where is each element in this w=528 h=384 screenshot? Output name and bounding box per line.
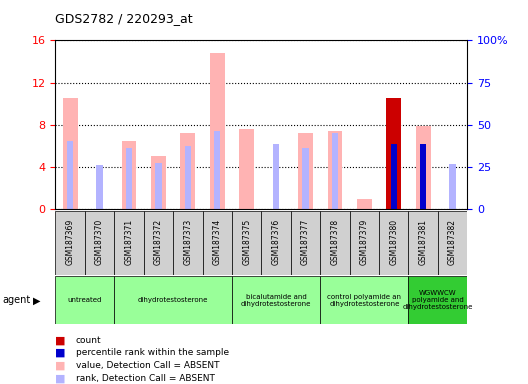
Bar: [55, 211, 85, 275]
Text: percentile rank within the sample: percentile rank within the sample: [76, 348, 229, 358]
Bar: [232, 276, 320, 324]
Bar: [114, 276, 232, 324]
Bar: [291, 211, 320, 275]
Bar: [327, 131, 342, 209]
Bar: [55, 276, 114, 324]
Bar: [320, 276, 409, 324]
Text: dihydrotestosterone: dihydrotestosterone: [138, 298, 209, 303]
Text: agent: agent: [3, 295, 31, 306]
Text: rank, Detection Call = ABSENT: rank, Detection Call = ABSENT: [76, 374, 214, 383]
Bar: [357, 199, 372, 209]
Bar: [273, 144, 279, 209]
Text: GSM187369: GSM187369: [65, 219, 74, 265]
Bar: [302, 148, 309, 209]
Bar: [409, 211, 438, 275]
Bar: [350, 211, 379, 275]
Bar: [173, 211, 203, 275]
Text: GSM187375: GSM187375: [242, 219, 251, 265]
Bar: [85, 211, 114, 275]
Text: GSM187372: GSM187372: [154, 219, 163, 265]
Bar: [203, 211, 232, 275]
Bar: [449, 164, 456, 209]
Text: GSM187381: GSM187381: [419, 219, 428, 265]
Text: untreated: untreated: [68, 298, 102, 303]
Text: GSM187379: GSM187379: [360, 219, 369, 265]
Text: GSM187378: GSM187378: [331, 219, 340, 265]
Text: GSM187377: GSM187377: [301, 219, 310, 265]
Text: GSM187376: GSM187376: [271, 219, 280, 265]
Bar: [232, 211, 261, 275]
Bar: [214, 131, 221, 209]
Text: bicalutamide and
dihydrotestosterone: bicalutamide and dihydrotestosterone: [241, 294, 312, 307]
Text: count: count: [76, 336, 101, 345]
Bar: [181, 133, 195, 209]
Text: WGWWCW
polyamide and
dihydrotestosterone: WGWWCW polyamide and dihydrotestosterone: [403, 290, 473, 311]
Bar: [96, 165, 103, 209]
Bar: [144, 211, 173, 275]
Bar: [114, 211, 144, 275]
Bar: [320, 211, 350, 275]
Text: GDS2782 / 220293_at: GDS2782 / 220293_at: [55, 12, 193, 25]
Text: ▶: ▶: [33, 295, 40, 306]
Text: value, Detection Call = ABSENT: value, Detection Call = ABSENT: [76, 361, 219, 370]
Text: GSM187371: GSM187371: [125, 219, 134, 265]
Bar: [261, 211, 291, 275]
Text: GSM187380: GSM187380: [389, 219, 398, 265]
Bar: [332, 133, 338, 209]
Bar: [391, 144, 397, 209]
Text: GSM187373: GSM187373: [183, 219, 192, 265]
Text: ■: ■: [55, 335, 66, 345]
Bar: [298, 133, 313, 209]
Bar: [126, 148, 132, 209]
Bar: [420, 144, 427, 209]
Bar: [379, 211, 409, 275]
Bar: [420, 146, 427, 209]
Text: control polyamide an
dihydrotestosterone: control polyamide an dihydrotestosterone: [327, 294, 401, 307]
Text: GSM187370: GSM187370: [95, 219, 104, 265]
Bar: [155, 163, 162, 209]
Bar: [151, 157, 166, 209]
Bar: [121, 141, 136, 209]
Text: ■: ■: [55, 373, 66, 383]
Text: GSM187374: GSM187374: [213, 219, 222, 265]
Bar: [239, 129, 254, 209]
Bar: [63, 98, 78, 209]
Bar: [67, 141, 73, 209]
Text: GSM187382: GSM187382: [448, 219, 457, 265]
Text: ■: ■: [55, 361, 66, 371]
Bar: [438, 211, 467, 275]
Text: ■: ■: [55, 348, 66, 358]
Bar: [416, 126, 430, 209]
Bar: [409, 276, 467, 324]
Bar: [185, 146, 191, 209]
Bar: [210, 53, 224, 209]
Bar: [386, 98, 401, 209]
